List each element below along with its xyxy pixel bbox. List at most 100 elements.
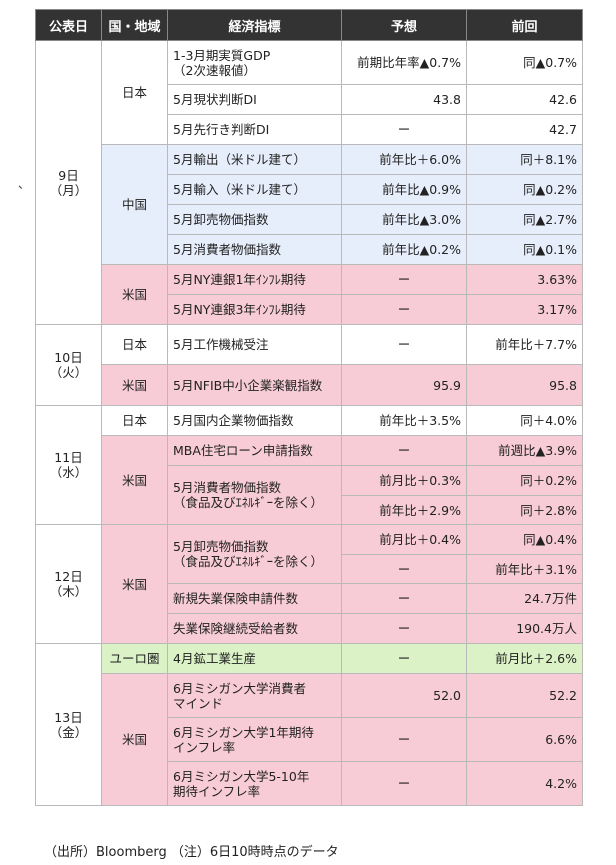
table-row: 5月現状判断DI 43.8 42.6: [36, 84, 583, 115]
indicator-cell: 5月国内企業物価指数: [167, 405, 342, 436]
forecast-cell: 前年比▲0.2%: [341, 234, 467, 265]
previous-cell: 前週比▲3.9%: [466, 435, 583, 466]
previous-cell: 95.8: [466, 364, 583, 406]
table-row: ー 前年比＋3.1%: [36, 554, 583, 584]
previous-cell: 同▲0.1%: [466, 234, 583, 265]
forecast-cell: 前年比▲0.9%: [341, 174, 467, 205]
region-cell: 米国: [101, 264, 168, 325]
table-row: 新規失業保険申請件数 ー 24.7万件: [36, 583, 583, 614]
forecast-cell: ー: [341, 761, 467, 806]
table-row: 6月ミシガン大学1年期待 インフレ率 ー 6.6%: [36, 717, 583, 762]
region-cell: 米国: [101, 364, 168, 406]
forecast-cell: 前年比＋6.0%: [341, 144, 467, 175]
header-previous: 前回: [466, 9, 583, 41]
previous-cell: 同▲0.7%: [466, 40, 583, 85]
indicator-cell: 5月NY連銀1年ｲﾝﾌﾚ期待: [167, 264, 342, 295]
forecast-cell: 前月比＋0.3%: [341, 465, 467, 496]
indicator-cell: 5月輸出（米ドル建て）: [167, 144, 342, 175]
indicator-cell: 5月卸売物価指数: [167, 204, 342, 235]
table-row: 5月消費者物価指数 （食品及びｴﾈﾙｷﾞｰを除く） 前月比＋0.3% 同＋0.2…: [36, 465, 583, 525]
header-region: 国・地域: [101, 9, 168, 41]
date-cell: 10日 （火）: [35, 324, 102, 406]
forecast-cell: 95.9: [341, 364, 467, 406]
forecast-cell: ー: [341, 435, 467, 466]
forecast-cell: 前年比＋3.5%: [341, 405, 467, 436]
indicator-cell: 6月ミシガン大学5-10年 期待インフレ率: [167, 761, 342, 806]
forecast-cell: 43.8: [341, 84, 467, 115]
previous-cell: 4.2%: [466, 761, 583, 806]
table-row: 米国 5月NY連銀1年ｲﾝﾌﾚ期待 ー 3.63%: [36, 264, 583, 325]
header-forecast: 予想: [341, 9, 467, 41]
indicator-cell: 5月卸売物価指数 （食品及びｴﾈﾙｷﾞｰを除く）: [167, 524, 342, 584]
region-cell: 中国: [101, 144, 168, 265]
indicator-cell: 5月消費者物価指数 （食品及びｴﾈﾙｷﾞｰを除く）: [167, 465, 342, 525]
indicator-cell: 5月現状判断DI: [167, 84, 342, 115]
table-row: 6月ミシガン大学5-10年 期待インフレ率 ー 4.2%: [36, 761, 583, 806]
previous-cell: 同＋2.8%: [466, 495, 583, 525]
header-row: 公表日 国・地域 経済指標 予想 前回: [35, 9, 583, 41]
table-row: 米国 6月ミシガン大学消費者 マインド 52.0 52.2: [36, 673, 583, 806]
indicator-cell: 5月消費者物価指数: [167, 234, 342, 265]
indicator-cell: 4月鉱工業生産: [167, 643, 342, 674]
table-row: 5月卸売物価指数 前年比▲3.0% 同▲2.7%: [36, 204, 583, 235]
economic-calendar-table: 公表日 国・地域 経済指標 予想 前回 9日 （月） 日本 1-3月期実質GDP…: [35, 9, 583, 806]
date-cell: 9日 （月）: [35, 40, 102, 325]
forecast-cell: 52.0: [341, 673, 467, 718]
forecast-cell: ー: [341, 643, 467, 674]
previous-cell: 前年比＋7.7%: [466, 324, 583, 365]
indicator-cell: 5月NY連銀3年ｲﾝﾌﾚ期待: [167, 294, 342, 325]
previous-cell: 24.7万件: [466, 583, 583, 614]
indicator-cell: 6月ミシガン大学1年期待 インフレ率: [167, 717, 342, 762]
table-row: 米国 5月NFIB中小企業楽観指数 95.9 95.8: [36, 364, 583, 406]
previous-cell: 前月比＋2.6%: [466, 643, 583, 674]
date-cell: 11日 （水）: [35, 405, 102, 525]
forecast-cell: ー: [341, 717, 467, 762]
source-note: （出所）Bloomberg （注）6日10時時点のデータ: [44, 845, 339, 860]
region-cell: 米国: [101, 435, 168, 525]
forecast-cell: 前年比▲3.0%: [341, 204, 467, 235]
table-row: 5月消費者物価指数 前年比▲0.2% 同▲0.1%: [36, 234, 583, 265]
stray-mark: 、: [18, 177, 31, 191]
previous-cell: 同＋8.1%: [466, 144, 583, 175]
forecast-cell: ー: [341, 554, 467, 584]
forecast-cell: 前月比＋0.4%: [341, 524, 467, 555]
table-row: 13日 （金） ユーロ圏 4月鉱工業生産 ー 前月比＋2.6%: [35, 643, 583, 806]
header-indicator: 経済指標: [167, 9, 342, 41]
table-row: 5月先行き判断DI ー 42.7: [36, 114, 583, 145]
header-date: 公表日: [35, 9, 102, 41]
previous-cell: 前年比＋3.1%: [466, 554, 583, 584]
region-cell: 米国: [101, 673, 168, 806]
table-row: 5月輸入（米ドル建て） 前年比▲0.9% 同▲0.2%: [36, 174, 583, 205]
indicator-cell: 失業保険継続受給者数: [167, 613, 342, 644]
forecast-cell: ー: [341, 264, 467, 295]
region-cell: 日本: [101, 405, 168, 436]
indicator-cell: 5月輸入（米ドル建て）: [167, 174, 342, 205]
table-row: 米国 MBA住宅ローン申請指数 ー 前週比▲3.9%: [36, 435, 583, 525]
table-row: 9日 （月） 日本 1-3月期実質GDP （2次速報値） 前期比年率▲0.7% …: [35, 40, 583, 325]
forecast-cell: ー: [341, 114, 467, 145]
indicator-cell: 5月工作機械受注: [167, 324, 342, 365]
previous-cell: 52.2: [466, 673, 583, 718]
table-row: 前年比＋2.9% 同＋2.8%: [36, 495, 583, 525]
previous-cell: 同＋0.2%: [466, 465, 583, 496]
region-cell: 日本: [101, 324, 168, 365]
date-cell: 13日 （金）: [35, 643, 102, 806]
region-cell: ユーロ圏: [101, 643, 168, 674]
date-cell: 12日 （木）: [35, 524, 102, 644]
table-row: 中国 5月輸出（米ドル建て） 前年比＋6.0% 同＋8.1%: [36, 144, 583, 265]
table-row: 12日 （木） 米国 5月卸売物価指数 （食品及びｴﾈﾙｷﾞｰを除く） 前月比＋…: [35, 524, 583, 644]
previous-cell: 190.4万人: [466, 613, 583, 644]
forecast-cell: 前年比＋2.9%: [341, 495, 467, 525]
indicator-cell: MBA住宅ローン申請指数: [167, 435, 342, 466]
previous-cell: 同＋4.0%: [466, 405, 583, 436]
previous-cell: 3.17%: [466, 294, 583, 325]
previous-cell: 3.63%: [466, 264, 583, 295]
indicator-cell: 5月先行き判断DI: [167, 114, 342, 145]
forecast-cell: ー: [341, 583, 467, 614]
previous-cell: 42.7: [466, 114, 583, 145]
previous-cell: 同▲0.2%: [466, 174, 583, 205]
indicator-cell: 5月NFIB中小企業楽観指数: [167, 364, 342, 406]
previous-cell: 6.6%: [466, 717, 583, 762]
indicator-cell: 6月ミシガン大学消費者 マインド: [167, 673, 342, 718]
table-row: 11日 （水） 日本 5月国内企業物価指数 前年比＋3.5% 同＋4.0%: [35, 405, 583, 525]
